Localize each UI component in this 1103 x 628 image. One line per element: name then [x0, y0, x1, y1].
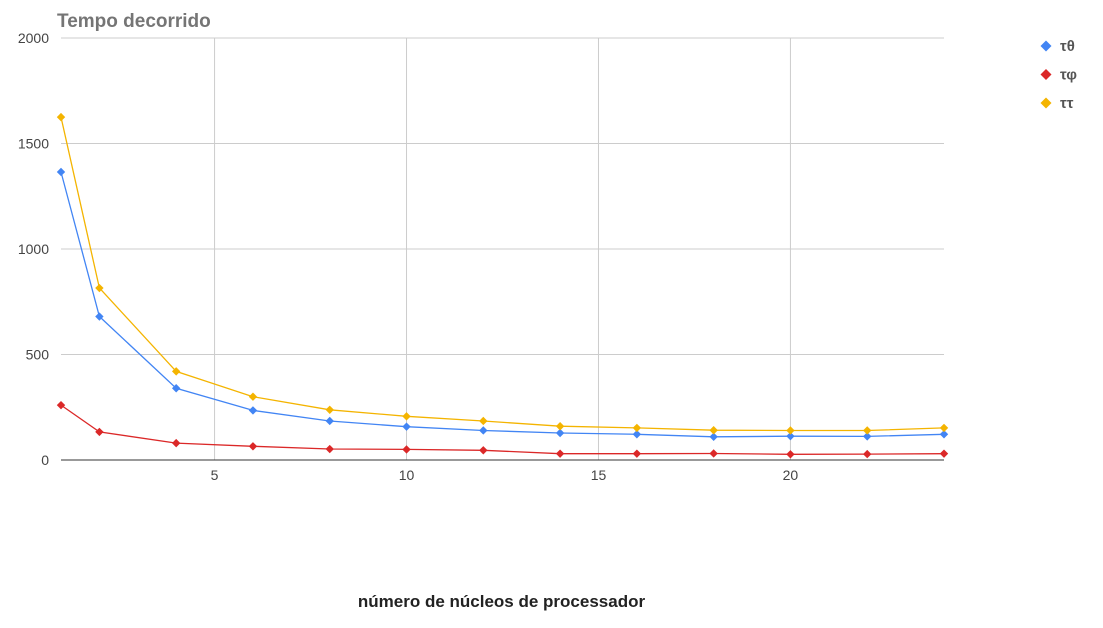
data-point [56, 400, 66, 410]
data-point [555, 428, 565, 438]
data-point [863, 426, 872, 435]
data-point [939, 430, 949, 439]
data-point [863, 432, 872, 441]
data-point [171, 367, 181, 376]
data-point [95, 312, 104, 321]
data-point [325, 416, 334, 426]
series-1 [56, 167, 949, 441]
legend-label: τθ [1060, 38, 1075, 55]
data-point [402, 445, 411, 454]
data-point [479, 446, 488, 455]
legend-label: τφ [1060, 67, 1077, 84]
data-point [95, 427, 104, 437]
data-point [632, 430, 642, 439]
x-tick-label: 15 [591, 467, 607, 483]
data-point [555, 449, 565, 458]
x-axis-label: número de núcleos de processador [357, 592, 646, 611]
legend-label: ττ [1060, 95, 1074, 112]
data-point [939, 449, 949, 458]
y-tick-label: 2000 [18, 30, 49, 46]
data-point [709, 449, 718, 458]
series-line [60, 404, 945, 455]
series-line [60, 171, 945, 438]
x-tick-label: 10 [399, 467, 415, 483]
data-point [709, 432, 718, 441]
data-point [95, 283, 104, 293]
data-point [939, 423, 949, 433]
series-2 [56, 400, 949, 459]
data-point [709, 426, 718, 435]
data-point [171, 384, 181, 393]
legend-marker [1040, 69, 1052, 80]
data-point [248, 406, 258, 415]
series-layer [56, 112, 949, 459]
data-point [863, 449, 872, 459]
data-point [248, 392, 258, 401]
data-point [555, 422, 565, 431]
series-3 [56, 112, 949, 435]
data-point [248, 442, 258, 451]
data-point [786, 426, 795, 435]
grid [61, 37, 944, 460]
data-point [479, 426, 488, 435]
legend-marker [1040, 97, 1052, 109]
legend-marker [1040, 40, 1052, 52]
data-point [56, 112, 66, 122]
legend: τθ τφ ττ [1040, 38, 1077, 112]
data-point [402, 422, 411, 431]
data-point [402, 412, 411, 421]
data-point [171, 438, 181, 448]
axes: 0 500 1000 1500 2000 5 10 15 20 [18, 30, 944, 483]
data-point [786, 431, 795, 441]
data-point [786, 450, 795, 459]
chart-title: Tempo decorrido [57, 11, 211, 32]
series-line [60, 116, 945, 432]
data-point [325, 405, 334, 414]
y-tick-label: 0 [41, 452, 49, 468]
data-point [56, 167, 66, 177]
data-point [325, 444, 334, 454]
data-point [632, 423, 642, 433]
data-point [632, 449, 642, 458]
y-tick-label: 500 [26, 347, 50, 363]
x-tick-label: 5 [211, 467, 219, 483]
x-tick-label: 20 [783, 467, 799, 483]
data-point [479, 416, 488, 426]
y-tick-label: 1500 [18, 136, 49, 152]
y-tick-label: 1000 [18, 241, 49, 257]
